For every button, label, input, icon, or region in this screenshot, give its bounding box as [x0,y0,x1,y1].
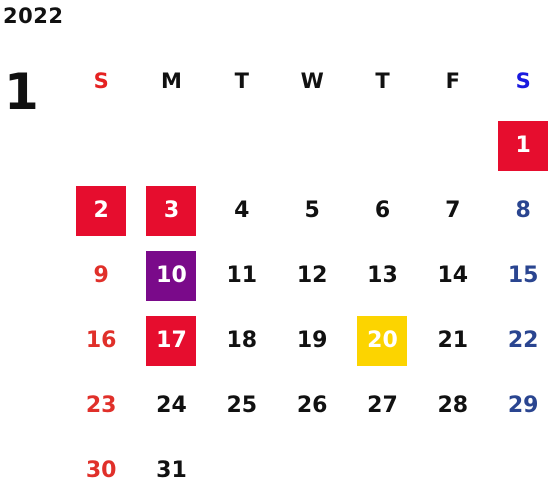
empty-day-cell [488,438,548,503]
day-number[interactable]: 28 [437,393,469,418]
day-number[interactable]: 5 [304,198,320,223]
day-cell: 15 [488,243,548,308]
day-number[interactable]: 4 [234,198,250,223]
weekday-label: S [515,68,531,93]
day-cell: 7 [418,178,488,243]
day-number[interactable]: 21 [437,328,469,353]
day-cell: 6 [347,178,417,243]
day-number[interactable]: 25 [226,393,258,418]
empty-day-cell [136,113,206,178]
calendar-grid: S M T W T F S 1 2 3 4 5 6 7 8 9 10 11 12 13 14 15 16 17 1… [66,48,548,503]
day-cell: 31 [136,438,206,503]
day-cell: 18 [207,308,277,373]
day-number[interactable]: 12 [296,263,328,288]
day-number[interactable]: 13 [367,263,398,288]
day-number[interactable]: 27 [367,393,398,418]
day-number[interactable]: 30 [85,458,117,483]
empty-day-cell [207,113,277,178]
day-cell: 5 [277,178,347,243]
day-cell: 21 [418,308,488,373]
calendar-year: 2022 [3,4,64,28]
day-cell: 29 [488,373,548,438]
day-number-holiday[interactable]: 3 [146,185,197,236]
day-number[interactable]: 14 [437,263,469,288]
weekday-header-tuesday: T [207,48,277,113]
day-cell: 25 [207,373,277,438]
day-number[interactable]: 19 [296,328,328,353]
day-cell: 27 [347,373,417,438]
empty-day-cell [347,113,417,178]
day-cell: 23 [66,373,136,438]
day-cell: 10 [136,243,206,308]
day-number-special[interactable]: 10 [146,250,197,301]
weekday-label: F [445,68,460,93]
day-cell: 14 [418,243,488,308]
weekday-label: M [161,68,182,93]
day-number[interactable]: 16 [85,328,117,353]
day-number[interactable]: 23 [85,393,117,418]
day-cell: 19 [277,308,347,373]
day-number[interactable]: 29 [507,393,539,418]
empty-day-cell [347,438,417,503]
day-number[interactable]: 9 [93,263,109,288]
day-cell: 3 [136,178,206,243]
weekday-label: W [300,68,324,93]
weekday-header-wednesday: W [277,48,347,113]
empty-day-cell [418,438,488,503]
day-cell: 13 [347,243,417,308]
day-cell: 20 [347,308,417,373]
day-number-event[interactable]: 20 [357,315,408,366]
weekday-header-thursday: T [347,48,417,113]
day-cell: 30 [66,438,136,503]
day-cell: 22 [488,308,548,373]
day-number-holiday[interactable]: 17 [146,315,197,366]
day-cell: 24 [136,373,206,438]
day-cell: 1 [488,113,548,178]
weekday-label: S [93,68,109,93]
day-cell: 8 [488,178,548,243]
day-number[interactable]: 26 [296,393,328,418]
day-number[interactable]: 31 [156,458,187,483]
calendar-month: 1 [4,63,39,121]
day-cell: 17 [136,308,206,373]
day-cell: 12 [277,243,347,308]
weekday-label: T [234,68,249,93]
day-cell: 26 [277,373,347,438]
weekday-header-monday: M [136,48,206,113]
day-number[interactable]: 24 [156,393,187,418]
day-cell: 16 [66,308,136,373]
day-number[interactable]: 7 [445,198,461,223]
empty-day-cell [277,113,347,178]
day-cell: 28 [418,373,488,438]
day-number[interactable]: 8 [515,198,531,223]
weekday-header-saturday: S [488,48,548,113]
empty-day-cell [277,438,347,503]
day-cell: 11 [207,243,277,308]
weekday-header-friday: F [418,48,488,113]
weekday-header-sunday: S [66,48,136,113]
empty-day-cell [66,113,136,178]
day-cell: 4 [207,178,277,243]
day-number[interactable]: 11 [226,263,258,288]
weekday-label: T [375,68,390,93]
day-number[interactable]: 15 [507,263,539,288]
day-number-holiday[interactable]: 1 [498,120,548,171]
day-cell: 2 [66,178,136,243]
day-number[interactable]: 18 [226,328,258,353]
empty-day-cell [418,113,488,178]
day-number-holiday[interactable]: 2 [76,185,127,236]
empty-day-cell [207,438,277,503]
day-number[interactable]: 6 [374,198,391,223]
day-cell: 9 [66,243,136,308]
day-number[interactable]: 22 [507,328,539,353]
